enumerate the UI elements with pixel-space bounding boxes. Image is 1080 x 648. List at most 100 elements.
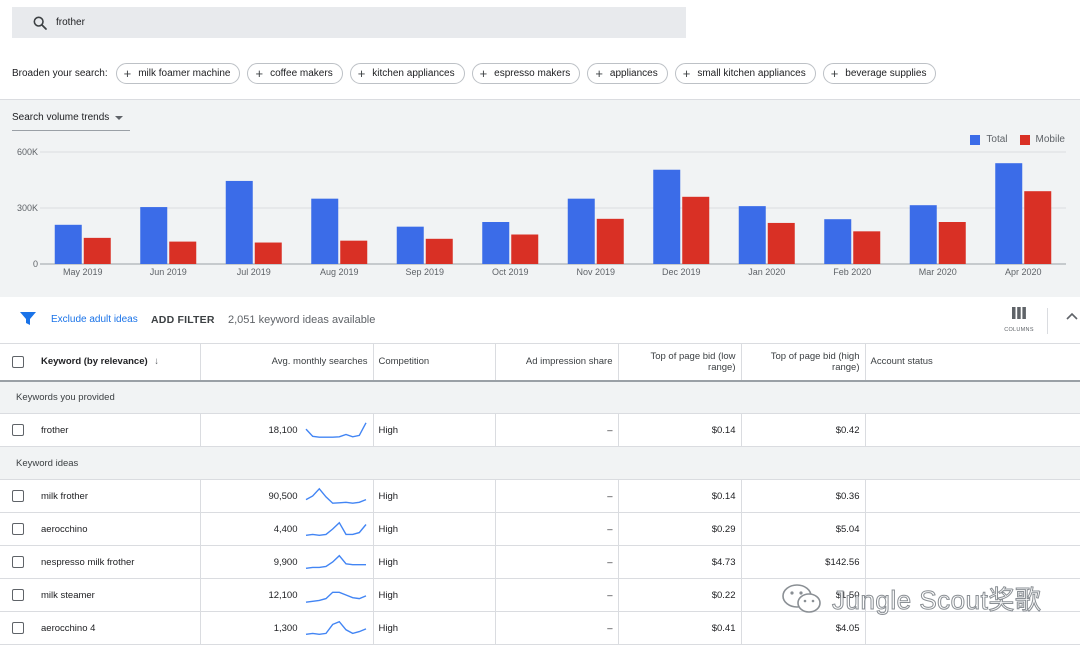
- trends-dropdown-label: Search volume trends: [12, 112, 110, 123]
- bar-total-6[interactable]: [567, 198, 595, 264]
- broaden-search-row: Broaden your search: + milk foamer machin…: [12, 62, 943, 84]
- table-row[interactable]: nespresso milk frother 9,900 High – $4.73 $14…: [0, 545, 1080, 579]
- legend-label-mobile: Mobile: [1035, 134, 1065, 145]
- row-checkbox[interactable]: [12, 589, 24, 601]
- legend-swatch-mobile: [1019, 134, 1030, 145]
- row-checkbox-cell: [0, 413, 36, 447]
- exclude-adult-ideas-filter[interactable]: Exclude adult ideas: [51, 314, 138, 325]
- bar-total-2[interactable]: [225, 180, 253, 264]
- chip-label: small kitchen appliances: [697, 67, 806, 79]
- table-row[interactable]: frother 18,100 High – $0.14 $0.42: [0, 413, 1080, 447]
- account-status-cell: [865, 512, 1080, 546]
- caret-down-icon: [115, 115, 124, 120]
- bar-total-0[interactable]: [54, 224, 82, 264]
- row-checkbox[interactable]: [12, 523, 24, 535]
- bid-low-cell: $4.73: [618, 545, 742, 579]
- avg-searches-value: 12,100: [268, 589, 298, 601]
- keyword-cell: aerocchino: [36, 512, 201, 546]
- search-icon: [33, 16, 47, 30]
- broaden-chip-espresso-makers[interactable]: + espresso makers: [471, 62, 581, 84]
- avg-searches-value: 9,900: [273, 556, 298, 568]
- filter-funnel-icon[interactable]: [20, 312, 36, 326]
- select-all-cell: [0, 343, 36, 382]
- header-bid-high[interactable]: Top of page bid (high range): [741, 343, 866, 382]
- broaden-chip-beverage-supplies[interactable]: + beverage supplies: [822, 62, 937, 84]
- bar-total-10[interactable]: [909, 205, 937, 264]
- bar-mobile-10[interactable]: [938, 222, 966, 264]
- trend-sparkline: [305, 521, 367, 537]
- broaden-chip-small-kitchen-appliances[interactable]: + small kitchen appliances: [674, 62, 816, 84]
- broaden-chip-appliances[interactable]: + appliances: [587, 62, 668, 84]
- bar-total-7[interactable]: [653, 169, 681, 264]
- bar-mobile-5[interactable]: [511, 234, 539, 264]
- bar-mobile-11[interactable]: [1024, 191, 1052, 264]
- bar-mobile-1[interactable]: [169, 241, 197, 264]
- avg-searches-cell: 18,100: [200, 413, 374, 447]
- ad-share-cell: –: [495, 512, 619, 546]
- watermark-text: Jungle Scout奖歌: [831, 585, 1042, 616]
- x-tick-label: Feb 2020: [833, 267, 871, 277]
- x-tick-label: Jul 2019: [237, 267, 271, 277]
- header-competition[interactable]: Competition: [373, 343, 496, 382]
- account-status-cell: [865, 413, 1080, 447]
- keyword-search-bar[interactable]: frother: [12, 7, 686, 38]
- row-checkbox[interactable]: [12, 490, 24, 502]
- add-filter-button[interactable]: ADD FILTER: [151, 314, 215, 326]
- avg-searches-cell: 1,300: [200, 611, 374, 645]
- bar-mobile-3[interactable]: [340, 240, 368, 264]
- bar-mobile-2[interactable]: [254, 242, 282, 264]
- group-row-ideas: Keyword ideas: [0, 446, 1080, 480]
- search-volume-trends-dropdown[interactable]: Search volume trends: [12, 112, 124, 123]
- header-ad-impression-share[interactable]: Ad impression share: [495, 343, 619, 382]
- table-row[interactable]: aerocchino 4,400 High – $0.29 $5.04: [0, 512, 1080, 546]
- bar-total-11[interactable]: [995, 163, 1023, 264]
- columns-label: COLUMNS: [1004, 327, 1034, 333]
- row-checkbox[interactable]: [12, 622, 24, 634]
- broaden-chip-kitchen-appliances[interactable]: + kitchen appliances: [349, 62, 465, 84]
- x-tick-label: Mar 2020: [919, 267, 957, 277]
- keyword-cell: milk steamer: [36, 578, 201, 612]
- bid-high-cell: $4.05: [741, 611, 866, 645]
- header-keyword[interactable]: Keyword (by relevance) ↓: [36, 343, 201, 382]
- columns-icon: [1012, 307, 1026, 319]
- avg-searches-cell: 90,500: [200, 479, 374, 513]
- bar-mobile-4[interactable]: [425, 238, 453, 264]
- columns-button[interactable]: COLUMNS: [1001, 306, 1037, 333]
- bar-total-1[interactable]: [140, 207, 168, 264]
- chart-legend: Total Mobile: [958, 134, 1065, 145]
- bar-total-5[interactable]: [482, 222, 510, 264]
- header-avg-monthly-searches[interactable]: Avg. monthly searches: [200, 343, 374, 382]
- keyword-ideas-count: 2,051 keyword ideas available: [228, 314, 376, 326]
- bar-mobile-7[interactable]: [682, 196, 710, 264]
- bar-mobile-6[interactable]: [596, 218, 624, 264]
- ad-share-cell: –: [495, 578, 619, 612]
- competition-cell: High: [373, 611, 496, 645]
- bar-total-8[interactable]: [738, 206, 766, 264]
- chip-label: milk foamer machine: [138, 67, 231, 79]
- chevron-up-icon[interactable]: [1066, 312, 1078, 320]
- trend-sparkline: [304, 422, 367, 438]
- header-account-status[interactable]: Account status: [865, 343, 1080, 382]
- bid-high-cell: $0.42: [741, 413, 866, 447]
- trend-sparkline: [305, 591, 366, 603]
- bar-total-4[interactable]: [396, 226, 424, 264]
- broaden-chip-milk-foamer-machine[interactable]: + milk foamer machine: [115, 62, 241, 84]
- bar-mobile-8[interactable]: [767, 222, 795, 264]
- header-keyword-label: Keyword (by relevance): [41, 356, 148, 368]
- table-row[interactable]: milk frother 90,500 High – $0.14 $0.36: [0, 479, 1080, 513]
- wechat-logo-icon: [782, 583, 821, 613]
- bar-total-3[interactable]: [311, 198, 339, 264]
- row-checkbox[interactable]: [12, 424, 24, 436]
- broaden-chip-coffee-makers[interactable]: + coffee makers: [247, 62, 343, 84]
- competition-cell: High: [373, 578, 496, 612]
- bar-mobile-9[interactable]: [853, 231, 881, 264]
- bar-mobile-0[interactable]: [83, 237, 111, 264]
- avg-searches-value: 90,500: [268, 490, 298, 502]
- row-checkbox-cell: [0, 611, 36, 645]
- row-checkbox[interactable]: [12, 556, 24, 568]
- header-bid-low[interactable]: Top of page bid (low range): [618, 343, 742, 382]
- select-all-checkbox[interactable]: [12, 355, 24, 368]
- table-row[interactable]: aerocchino 4 1,300 High – $0.41 $4.05: [0, 611, 1080, 645]
- search-query[interactable]: frother: [56, 17, 85, 28]
- bar-total-9[interactable]: [824, 219, 852, 264]
